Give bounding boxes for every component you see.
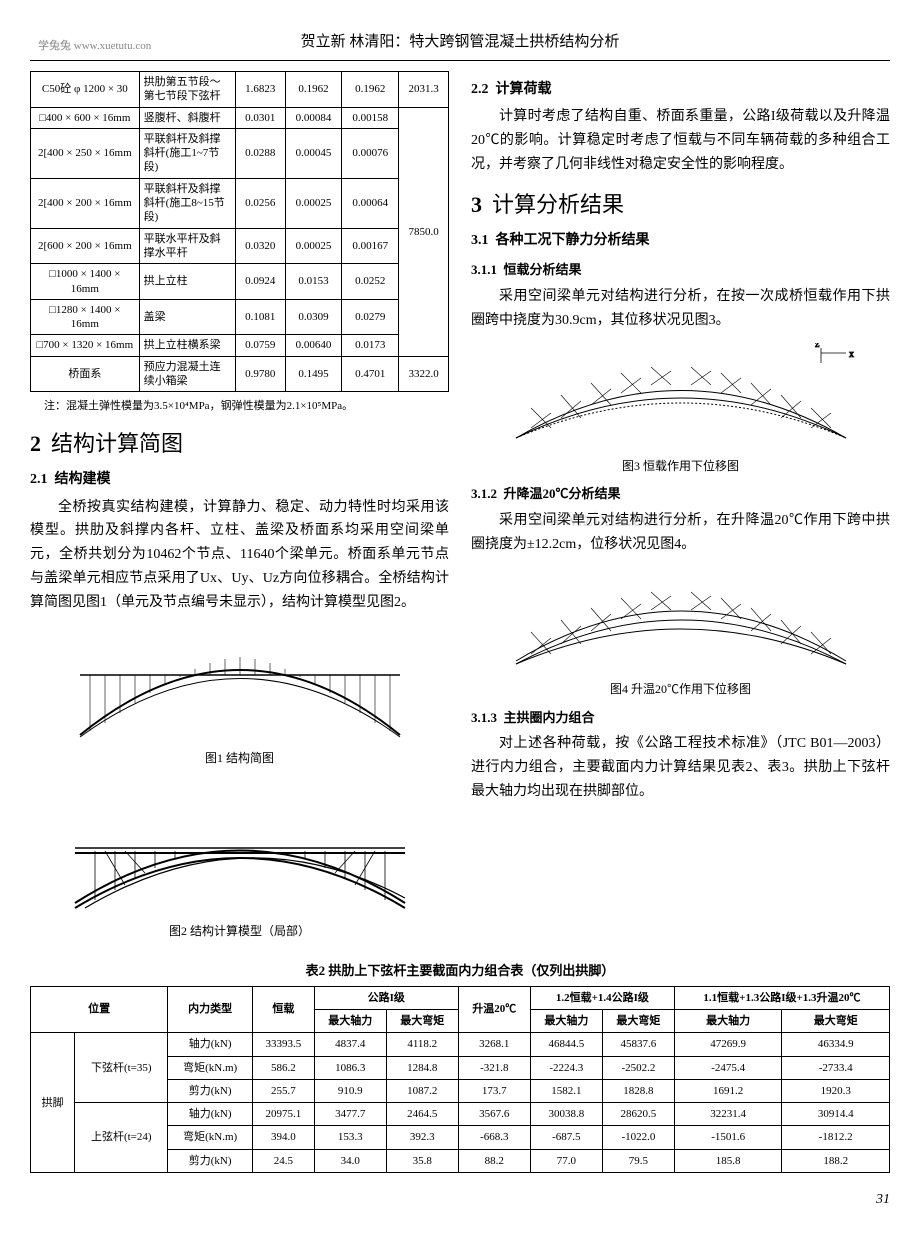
section-2: 2结构计算简图 — [30, 426, 449, 461]
table-2: 位置内力类型恒载公路I级升温20℃1.2恒载+1.4公路I级1.1恒载+1.3公… — [30, 986, 890, 1173]
para-3-1-1: 采用空间梁单元对结构进行分析，在按一次成桥恒载作用下拱圈跨中挠度为30.9cm，… — [471, 285, 890, 333]
watermark-top: 学兔兔 www.xuetutu.con — [38, 38, 151, 56]
figure-3-caption: 图3 恒载作用下位移图 — [471, 457, 890, 476]
figure-4-caption: 图4 升温20℃作用下位移图 — [471, 680, 890, 699]
para-2-2: 计算时考虑了结构自重、桥面系重量，公路I级荷载以及升降温20℃的影响。计算稳定时… — [471, 105, 890, 176]
header-rule — [30, 60, 890, 61]
table-row: C50砼 φ 1200 × 30拱肋第五节段～第七节段下弦杆1.68230.19… — [31, 72, 449, 108]
figure-2: 图2 结构计算模型（局部） — [30, 778, 449, 941]
page-number: 31 — [30, 1189, 890, 1211]
figure-3: x z 图3 恒载作用下位移图 — [471, 343, 890, 476]
section-3-1-1: 3.1.1 恒载分析结果 — [471, 260, 890, 281]
svg-text:x: x — [849, 349, 854, 360]
figure-1: 图1 结构简图 — [30, 625, 449, 768]
figure-4: 图4 升温20℃作用下位移图 — [471, 566, 890, 699]
figure-1-caption: 图1 结构简图 — [30, 749, 449, 768]
svg-text:z: z — [815, 343, 820, 350]
section-3-1: 3.1 各种工况下静力分析结果 — [471, 230, 890, 252]
table-row: 2[400 × 250 × 16mm平联斜杆及斜撑斜杆(施工1~7节段)0.02… — [31, 128, 449, 178]
page-header: 贺立新 林清阳：特大跨钢管混凝土拱桥结构分析 — [30, 30, 890, 54]
table-row: □1280 × 1400 × 16mm盖梁0.10810.03090.0279 — [31, 299, 449, 335]
section-2-1: 2.1 结构建模 — [30, 469, 449, 491]
table-row: 2[400 × 200 × 16mm平联斜杆及斜撑斜杆(施工8~15节段)0.0… — [31, 178, 449, 228]
para-3-1-3: 对上述各种荷载，按《公路工程技术标准》（JTC B01—2003）进行内力组合，… — [471, 732, 890, 803]
para-2-1: 全桥按真实结构建模，计算静力、稳定、动力特性时均采用该模型。拱肋及斜撑内各杆、立… — [30, 496, 449, 615]
table1-note: 注：混凝土弹性模量为3.5×10⁴MPa，钢弹性模量为2.1×10⁵MPa。 — [44, 398, 449, 416]
table-1: C50砼 φ 1200 × 30拱肋第五节段～第七节段下弦杆1.68230.19… — [30, 71, 449, 392]
table-row: □700 × 1320 × 16mm拱上立柱横系梁0.07590.006400.… — [31, 335, 449, 356]
section-3-1-3: 3.1.3 主拱圈内力组合 — [471, 708, 890, 729]
section-2-2: 2.2 计算荷载 — [471, 79, 890, 101]
para-3-1-2: 采用空间梁单元对结构进行分析，在升降温20℃作用下跨中拱圈挠度为±12.2cm，… — [471, 509, 890, 557]
section-3: 3计算分析结果 — [471, 187, 890, 222]
table-row: 拱脚下弦杆(t=35)轴力(kN)33393.54837.44118.23268… — [31, 1033, 890, 1056]
table-row: □400 × 600 × 16mm竖腹杆、斜腹杆0.03010.000840.0… — [31, 107, 449, 128]
table-row: 2[600 × 200 × 16mm平联水平杆及斜撑水平杆0.03200.000… — [31, 228, 449, 264]
table-2-caption: 表2 拱肋上下弦杆主要截面内力组合表（仅列出拱脚） — [30, 961, 890, 982]
table-row: 上弦杆(t=24)轴力(kN)20975.13477.72464.53567.6… — [31, 1103, 890, 1126]
figure-2-caption: 图2 结构计算模型（局部） — [30, 922, 449, 941]
table-row: □1000 × 1400 × 16mm拱上立柱0.09240.01530.025… — [31, 264, 449, 300]
section-3-1-2: 3.1.2 升降温20℃分析结果 — [471, 484, 890, 505]
table-row: 桥面系预应力混凝土连续小箱梁0.97800.14950.47013322.0 — [31, 356, 449, 392]
